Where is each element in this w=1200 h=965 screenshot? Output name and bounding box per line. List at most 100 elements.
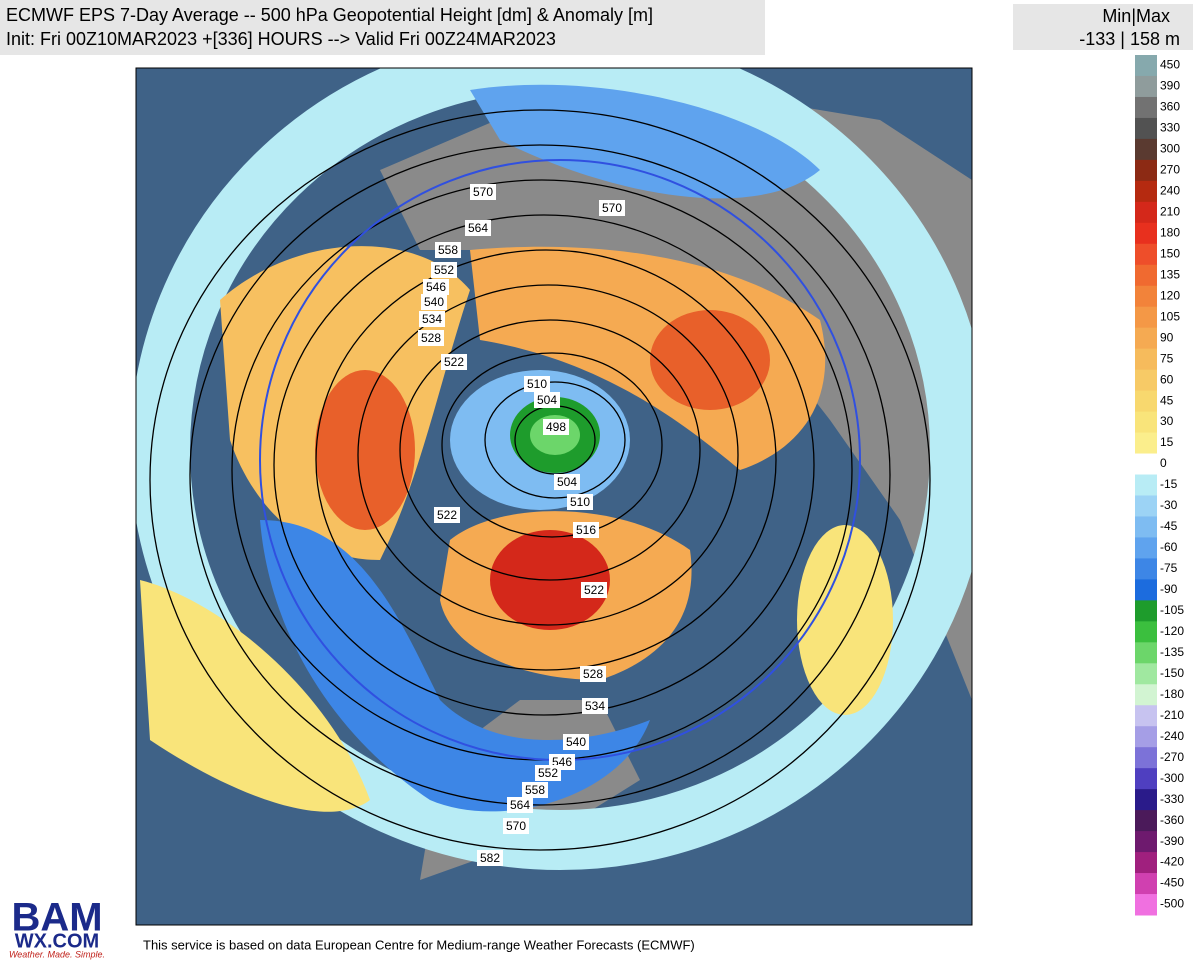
colorbar-swatch <box>1135 726 1157 748</box>
height-contours <box>149 109 931 851</box>
contour-label: 582 <box>480 851 500 865</box>
contour-label: 522 <box>584 583 604 597</box>
colorbar-swatch <box>1135 873 1157 895</box>
colorbar-label: -180 <box>1160 687 1184 701</box>
colorbar-label: -120 <box>1160 624 1184 638</box>
contour-label: 510 <box>527 377 547 391</box>
positive-anomaly <box>315 370 415 530</box>
title: ECMWF EPS 7-Day Average -- 500 hPa Geopo… <box>6 5 653 25</box>
colorbar-swatch <box>1135 390 1157 413</box>
colorbar-label: -150 <box>1160 666 1184 680</box>
contour-label: 528 <box>421 331 441 345</box>
colorbar-label: -270 <box>1160 750 1184 764</box>
colorbar-swatch <box>1135 768 1157 790</box>
positive-anomaly <box>470 246 826 470</box>
contour-label-box <box>534 392 560 408</box>
contour-label-box <box>554 474 580 490</box>
contour-label: 528 <box>583 667 603 681</box>
contour-label: 498 <box>546 420 566 434</box>
land <box>380 90 972 700</box>
contour-label: 570 <box>602 201 622 215</box>
contour-label: 564 <box>468 221 488 235</box>
contour-label: 570 <box>473 185 493 199</box>
colorbar-label: 45 <box>1160 393 1174 407</box>
colorbar-label: -240 <box>1160 729 1184 743</box>
colorbar: 4503903603303002702402101801501351201059… <box>1135 55 1184 916</box>
colorbar-label: 105 <box>1160 309 1180 323</box>
colorbar-swatch <box>1135 138 1157 161</box>
contour-label: 570 <box>506 819 526 833</box>
colorbar-label: -300 <box>1160 771 1184 785</box>
contour-label-box <box>421 294 447 310</box>
colorbar-label: -30 <box>1160 498 1178 512</box>
colorbar-swatch <box>1135 285 1157 308</box>
contour-label: 540 <box>424 295 444 309</box>
contour-label-box <box>535 765 561 781</box>
colorbar-label: 300 <box>1160 142 1180 156</box>
colorbar-label: -75 <box>1160 561 1178 575</box>
contour-label-box <box>434 507 460 523</box>
contour-label: 510 <box>570 495 590 509</box>
colorbar-swatch <box>1135 411 1157 434</box>
colorbar-label: 450 <box>1160 58 1180 72</box>
colorbar-swatch <box>1135 852 1157 874</box>
colorbar-label: 210 <box>1160 204 1180 218</box>
colorbar-swatch <box>1135 663 1157 685</box>
colorbar-label: 390 <box>1160 79 1180 93</box>
contour-label-box <box>507 797 533 813</box>
contour-label: 534 <box>585 699 605 713</box>
map-frame <box>135 67 973 926</box>
colorbar-swatch <box>1135 348 1157 371</box>
colorbar-label: 240 <box>1160 184 1180 198</box>
contour-label-box <box>580 666 606 682</box>
contour-label-box <box>599 200 625 216</box>
contour-label-box <box>470 184 496 200</box>
colorbar-swatch <box>1135 222 1157 245</box>
colorbar-label: 30 <box>1160 414 1174 428</box>
logo-site: WX.COM <box>15 930 99 952</box>
minmax-value: -133 | 158 m <box>1079 29 1180 49</box>
colorbar-swatch <box>1135 495 1157 517</box>
colorbar-label: -210 <box>1160 708 1184 722</box>
contour-label: 516 <box>576 523 596 537</box>
colorbar-swatch <box>1135 747 1157 769</box>
contour-label-box <box>441 354 467 370</box>
contour-label: 564 <box>510 798 530 812</box>
colorbar-swatch <box>1135 117 1157 140</box>
colorbar-label: 0 <box>1160 456 1167 470</box>
colorbar-swatch <box>1135 579 1157 601</box>
contour-label-box <box>423 279 449 295</box>
colorbar-swatch <box>1135 432 1157 455</box>
logo-top: BAM <box>11 896 102 940</box>
contour-label: 504 <box>557 475 577 489</box>
colorbar-label: -45 <box>1160 519 1178 533</box>
positive-anomaly <box>650 310 770 410</box>
colorbar-label: -450 <box>1160 876 1184 890</box>
colorbar-swatch <box>1135 75 1157 98</box>
colorbar-label: 180 <box>1160 225 1180 239</box>
contour-label: 558 <box>525 783 545 797</box>
colorbar-swatch <box>1135 264 1157 287</box>
colorbar-swatch <box>1135 600 1157 622</box>
colorbar-swatch <box>1135 705 1157 727</box>
colorbar-label: -420 <box>1160 855 1184 869</box>
contour-label: 558 <box>438 243 458 257</box>
contour-label-box <box>435 242 461 258</box>
contour-label-box <box>573 522 599 538</box>
minmax-box <box>1013 4 1193 50</box>
colorbar-swatch <box>1135 159 1157 182</box>
contour-label-box <box>582 698 608 714</box>
colorbar-label: -500 <box>1160 897 1184 911</box>
contour-label: 540 <box>566 735 586 749</box>
colorbar-label: -360 <box>1160 813 1184 827</box>
contour-label-box <box>522 782 548 798</box>
logo-tagline: Weather. Made. Simple. <box>9 949 105 959</box>
contour-label-box <box>524 376 550 392</box>
colorbar-label: 270 <box>1160 163 1180 177</box>
colorbar-label: -135 <box>1160 645 1184 659</box>
colorbar-label: 90 <box>1160 330 1174 344</box>
contour-label-box <box>477 850 503 866</box>
colorbar-swatch <box>1135 537 1157 559</box>
contour-label-box <box>419 311 445 327</box>
